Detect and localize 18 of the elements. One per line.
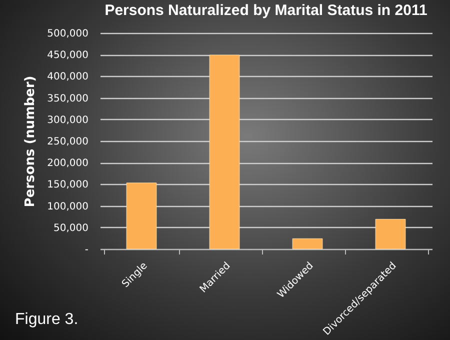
bar [126, 182, 157, 250]
y-tick-label: 150,000 [47, 180, 88, 191]
chart-title: Persons Naturalized by Marital Status in 2011 [104, 2, 428, 19]
bar [292, 238, 323, 250]
y-tick-label: 400,000 [47, 72, 88, 83]
y-tick-label: 200,000 [47, 158, 88, 170]
y-axis-title: Persons (number) [23, 76, 38, 208]
bar [209, 54, 240, 250]
y-tick-label: 100,000 [47, 201, 88, 212]
caption: Figure 3. [15, 311, 78, 329]
y-tick-label: 250,000 [47, 136, 88, 148]
y-tick-label: 350,000 [47, 93, 88, 104]
bar [375, 218, 406, 250]
y-tick-label: 450,000 [47, 50, 88, 62]
y-tick-label: - [84, 244, 89, 256]
y-tick-label: 300,000 [47, 114, 88, 126]
y-tick-label: 500,000 [47, 28, 88, 40]
y-tick-label: 50,000 [54, 222, 88, 234]
